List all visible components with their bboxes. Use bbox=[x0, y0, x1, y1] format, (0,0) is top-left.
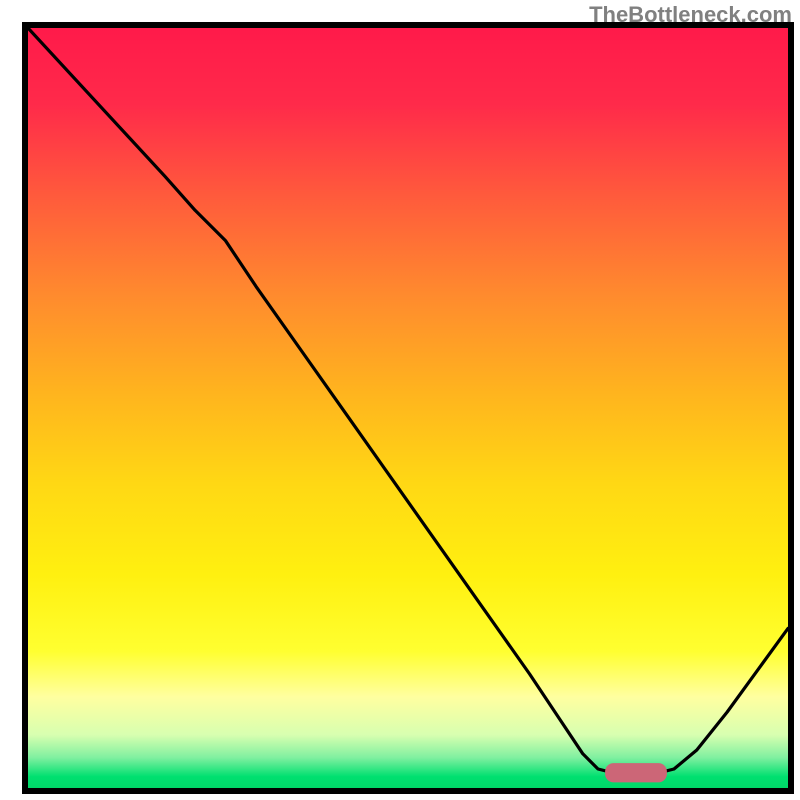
gradient-background bbox=[28, 28, 788, 788]
bottleneck-curve-chart bbox=[0, 0, 800, 800]
watermark-text: TheBottleneck.com bbox=[589, 2, 792, 28]
optimal-range-marker bbox=[606, 764, 667, 782]
chart-container: TheBottleneck.com bbox=[0, 0, 800, 800]
